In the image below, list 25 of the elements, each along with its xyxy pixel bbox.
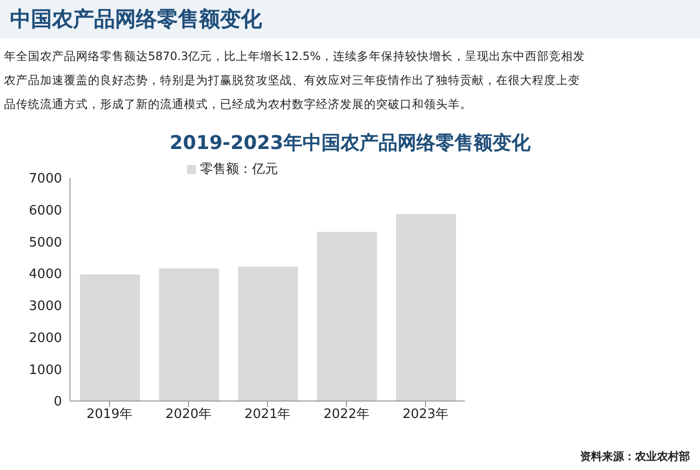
chart-subtitle: 2019-2023年中国农产品网络零售额变化 — [168, 131, 532, 156]
y-tick-label: 6000 — [28, 203, 62, 218]
text: 资料来源：农业农村部 — [580, 449, 690, 464]
text: 年全国农产品网络零售额达5870.3亿元，比上年增长12.5%，连续多年保持较快增长，呈现出东中西部竞相发 — [4, 48, 586, 65]
x-tick-label: 2019年 — [86, 407, 133, 422]
chart-title: 中国农产品网络零售额变化 — [10, 6, 262, 33]
y-tick-label: 4000 — [28, 267, 62, 282]
y-tick-label: 0 — [54, 394, 62, 410]
bar — [396, 214, 456, 401]
y-tick-label: 5000 — [28, 235, 62, 250]
y-tick-label: 1000 — [28, 362, 62, 378]
bar — [317, 232, 377, 401]
y-tick-label: 2000 — [28, 330, 62, 346]
x-tick-label: 2022年 — [323, 407, 370, 422]
bar — [238, 266, 298, 401]
y-tick-label: 3000 — [28, 299, 62, 314]
bar — [159, 268, 219, 401]
y-tick-label: 7000 — [28, 172, 62, 187]
bar — [80, 274, 140, 401]
text: 农产品加速覆盖的良好态势，特别是为打赢脱贫攻坚战、有效应对三年疫情作出了独特贡献，在很大程度上变 — [4, 72, 581, 89]
text: 品传统流通方式，形成了新的流通模式，已经成为农村数字经济发展的突破口和领头羊。 — [4, 96, 473, 113]
x-tick-label: 2021年 — [244, 407, 291, 422]
legend-label: 零售额：亿元 — [200, 162, 278, 177]
x-tick-label: 2023年 — [402, 407, 449, 422]
x-tick-label: 2020年 — [165, 407, 212, 422]
